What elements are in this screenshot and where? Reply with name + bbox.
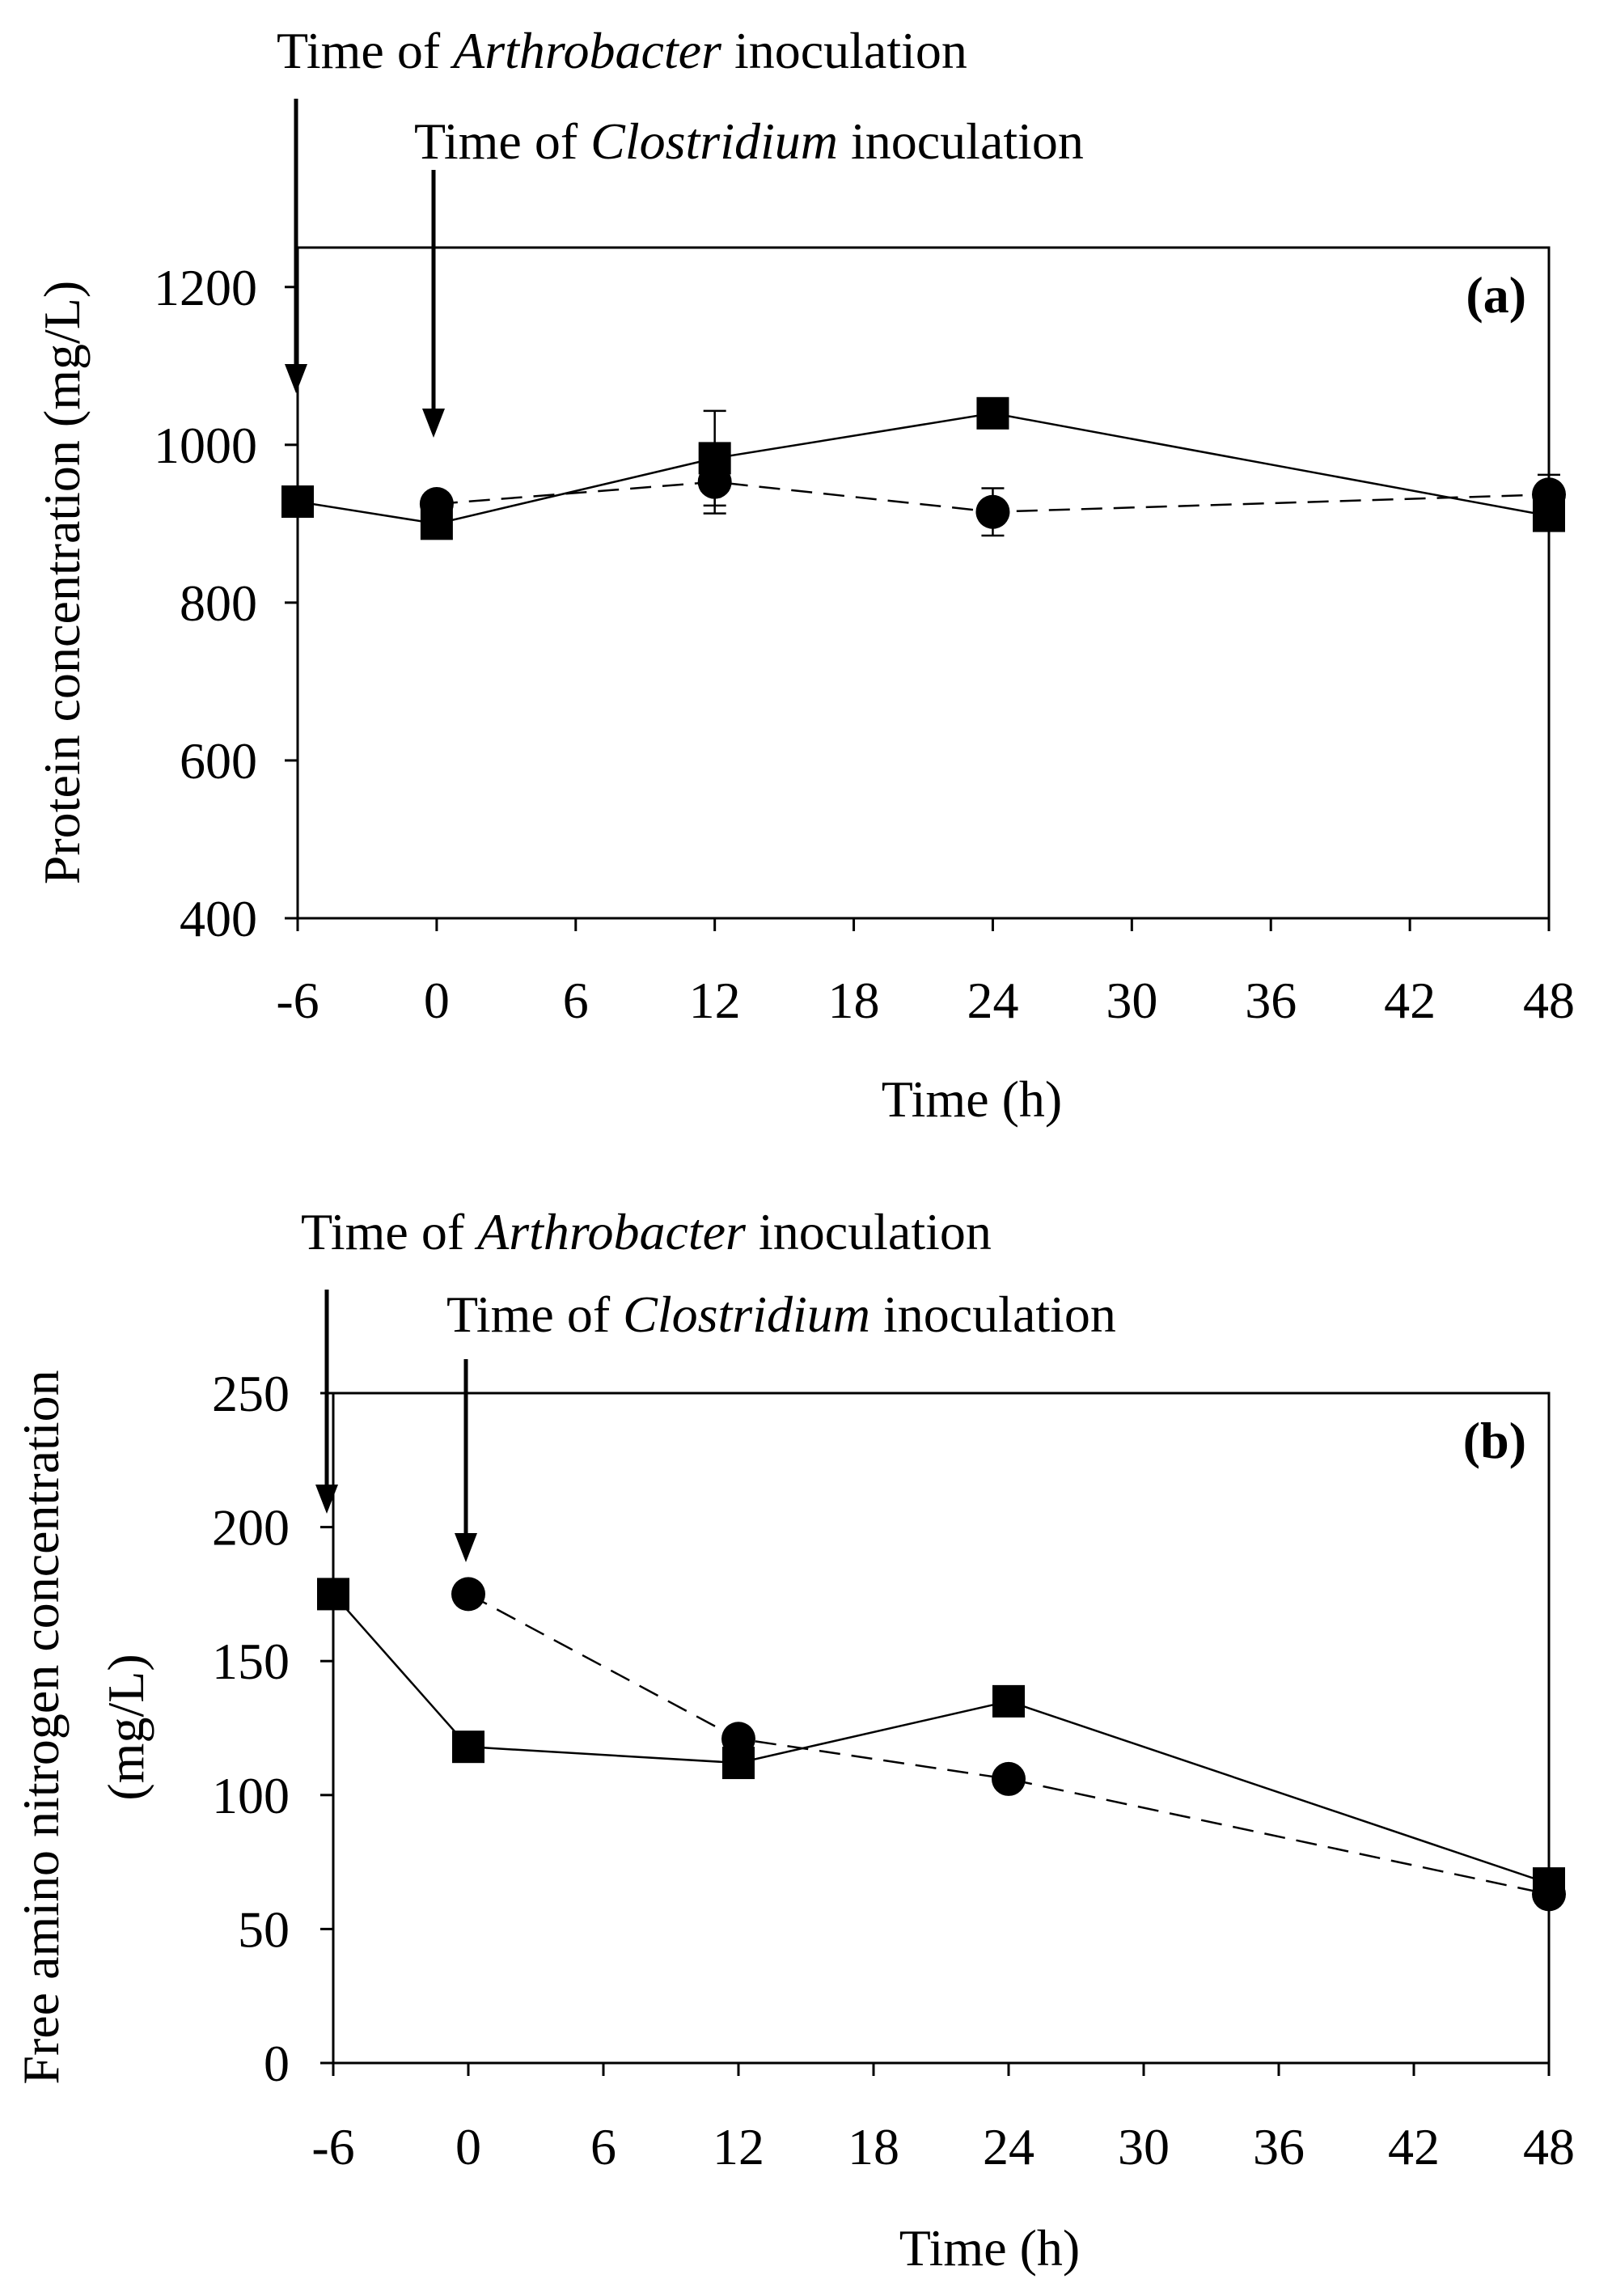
annotation-prefix: Time of [277, 22, 453, 79]
series-line-squares [297, 412, 1550, 525]
x-tick-label: 12 [689, 972, 741, 1029]
y-tick-label: 100 [212, 1767, 290, 1824]
arrowhead-icon [455, 1533, 477, 1562]
x-tick-label: 0 [455, 2118, 481, 2175]
y-tick-label: 1200 [154, 259, 257, 316]
x-tick-label: 48 [1523, 2118, 1575, 2175]
annotation-prefix: Time of [301, 1203, 477, 1260]
data-point-square [317, 1578, 349, 1611]
plot-frame [332, 1392, 1551, 2065]
annotation-suffix: inoculation [721, 22, 967, 79]
data-point-square [452, 1730, 484, 1764]
x-tick-label: 6 [590, 2118, 616, 2175]
y-tick-label: 600 [180, 732, 257, 790]
y-tick-label: 1000 [154, 417, 257, 474]
data-point-circle [451, 1577, 485, 1612]
data-point-circle [419, 486, 454, 521]
x-tick-label: 0 [424, 972, 450, 1029]
arrowhead-icon [285, 364, 307, 393]
x-tick-label: 18 [848, 2118, 899, 2175]
inoculation-annotation: Time of Arthrobacter inoculation [277, 22, 967, 79]
data-point-circle [721, 1722, 755, 1756]
inoculation-annotation: Time of Clostridium inoculation [446, 1286, 1116, 1343]
plot-frame [296, 246, 1551, 920]
x-tick-label: 30 [1118, 2118, 1170, 2175]
series-line-circles [436, 481, 1550, 513]
y-tick-label: 250 [212, 1365, 290, 1422]
y-axis-title-line: Free amino nitrogen concentration [12, 1370, 70, 2084]
x-tick-label: 42 [1384, 972, 1436, 1029]
y-tick-label: 0 [264, 2035, 290, 2092]
inoculation-annotation: Time of Clostridium inoculation [414, 112, 1084, 170]
x-axis-title: Time (h) [882, 1070, 1062, 1128]
annotation-suffix: inoculation [746, 1203, 992, 1260]
x-tick-label: 12 [713, 2118, 764, 2175]
y-tick-label: 800 [180, 574, 257, 632]
data-point-circle [992, 1761, 1026, 1796]
x-tick-label: 42 [1388, 2118, 1440, 2175]
arrowhead-icon [315, 1485, 338, 1514]
annotation-suffix: inoculation [838, 112, 1084, 170]
x-tick-label: 30 [1106, 972, 1157, 1029]
panel-label: (a) [1466, 266, 1526, 324]
y-tick-label: 150 [212, 1633, 290, 1690]
arrowhead-icon [422, 409, 445, 438]
x-tick-label: 24 [967, 972, 1018, 1029]
x-tick-label: 18 [828, 972, 880, 1029]
annotation-organism: Arthrobacter [450, 22, 722, 79]
data-point-circle [697, 464, 732, 499]
annotation-prefix: Time of [414, 112, 590, 170]
y-tick-label: 200 [212, 1499, 290, 1557]
x-tick-label: -6 [311, 2118, 354, 2175]
series-line-circles [468, 1593, 1550, 1896]
x-tick-label: 6 [563, 972, 589, 1029]
x-tick-label: 36 [1245, 972, 1297, 1029]
panel-b: -6 0 6 12 18 24 30 36 42 48 0 50 100 150 200 250 Time (h… [12, 1203, 1575, 2277]
series-line-squares [332, 1593, 1550, 1885]
x-tick-label: 36 [1253, 2118, 1305, 2175]
inoculation-annotation: Time of Arthrobacter inoculation [301, 1203, 992, 1260]
y-tick-label: 50 [238, 1900, 290, 1958]
data-point-circle [975, 494, 1010, 529]
annotation-suffix: inoculation [870, 1286, 1116, 1343]
annotation-organism: Clostridium [590, 112, 838, 170]
data-point-square [976, 396, 1009, 430]
y-axis-title-line: (mg/L) [97, 1654, 154, 1800]
annotation-organism: Clostridium [623, 1286, 870, 1343]
data-point-circle [1532, 477, 1566, 512]
x-tick-label: 24 [983, 2118, 1034, 2175]
panel-a: -6 0 6 12 18 24 30 36 42 48 400 600 800 1000 1200 Time … [33, 22, 1575, 1128]
annotation-organism: Arthrobacter [474, 1203, 747, 1260]
x-tick-label: 48 [1523, 972, 1575, 1029]
x-tick-label: -6 [276, 972, 319, 1029]
annotation-prefix: Time of [446, 1286, 623, 1343]
data-point-circle [1532, 1877, 1566, 1912]
panel-label: (b) [1463, 1412, 1526, 1469]
y-axis-title: Protein concentration (mg/L) [33, 281, 91, 884]
data-point-square [281, 485, 314, 519]
data-point-square [992, 1684, 1025, 1718]
y-tick-label: 400 [180, 890, 257, 947]
x-axis-title: Time (h) [899, 2219, 1080, 2277]
